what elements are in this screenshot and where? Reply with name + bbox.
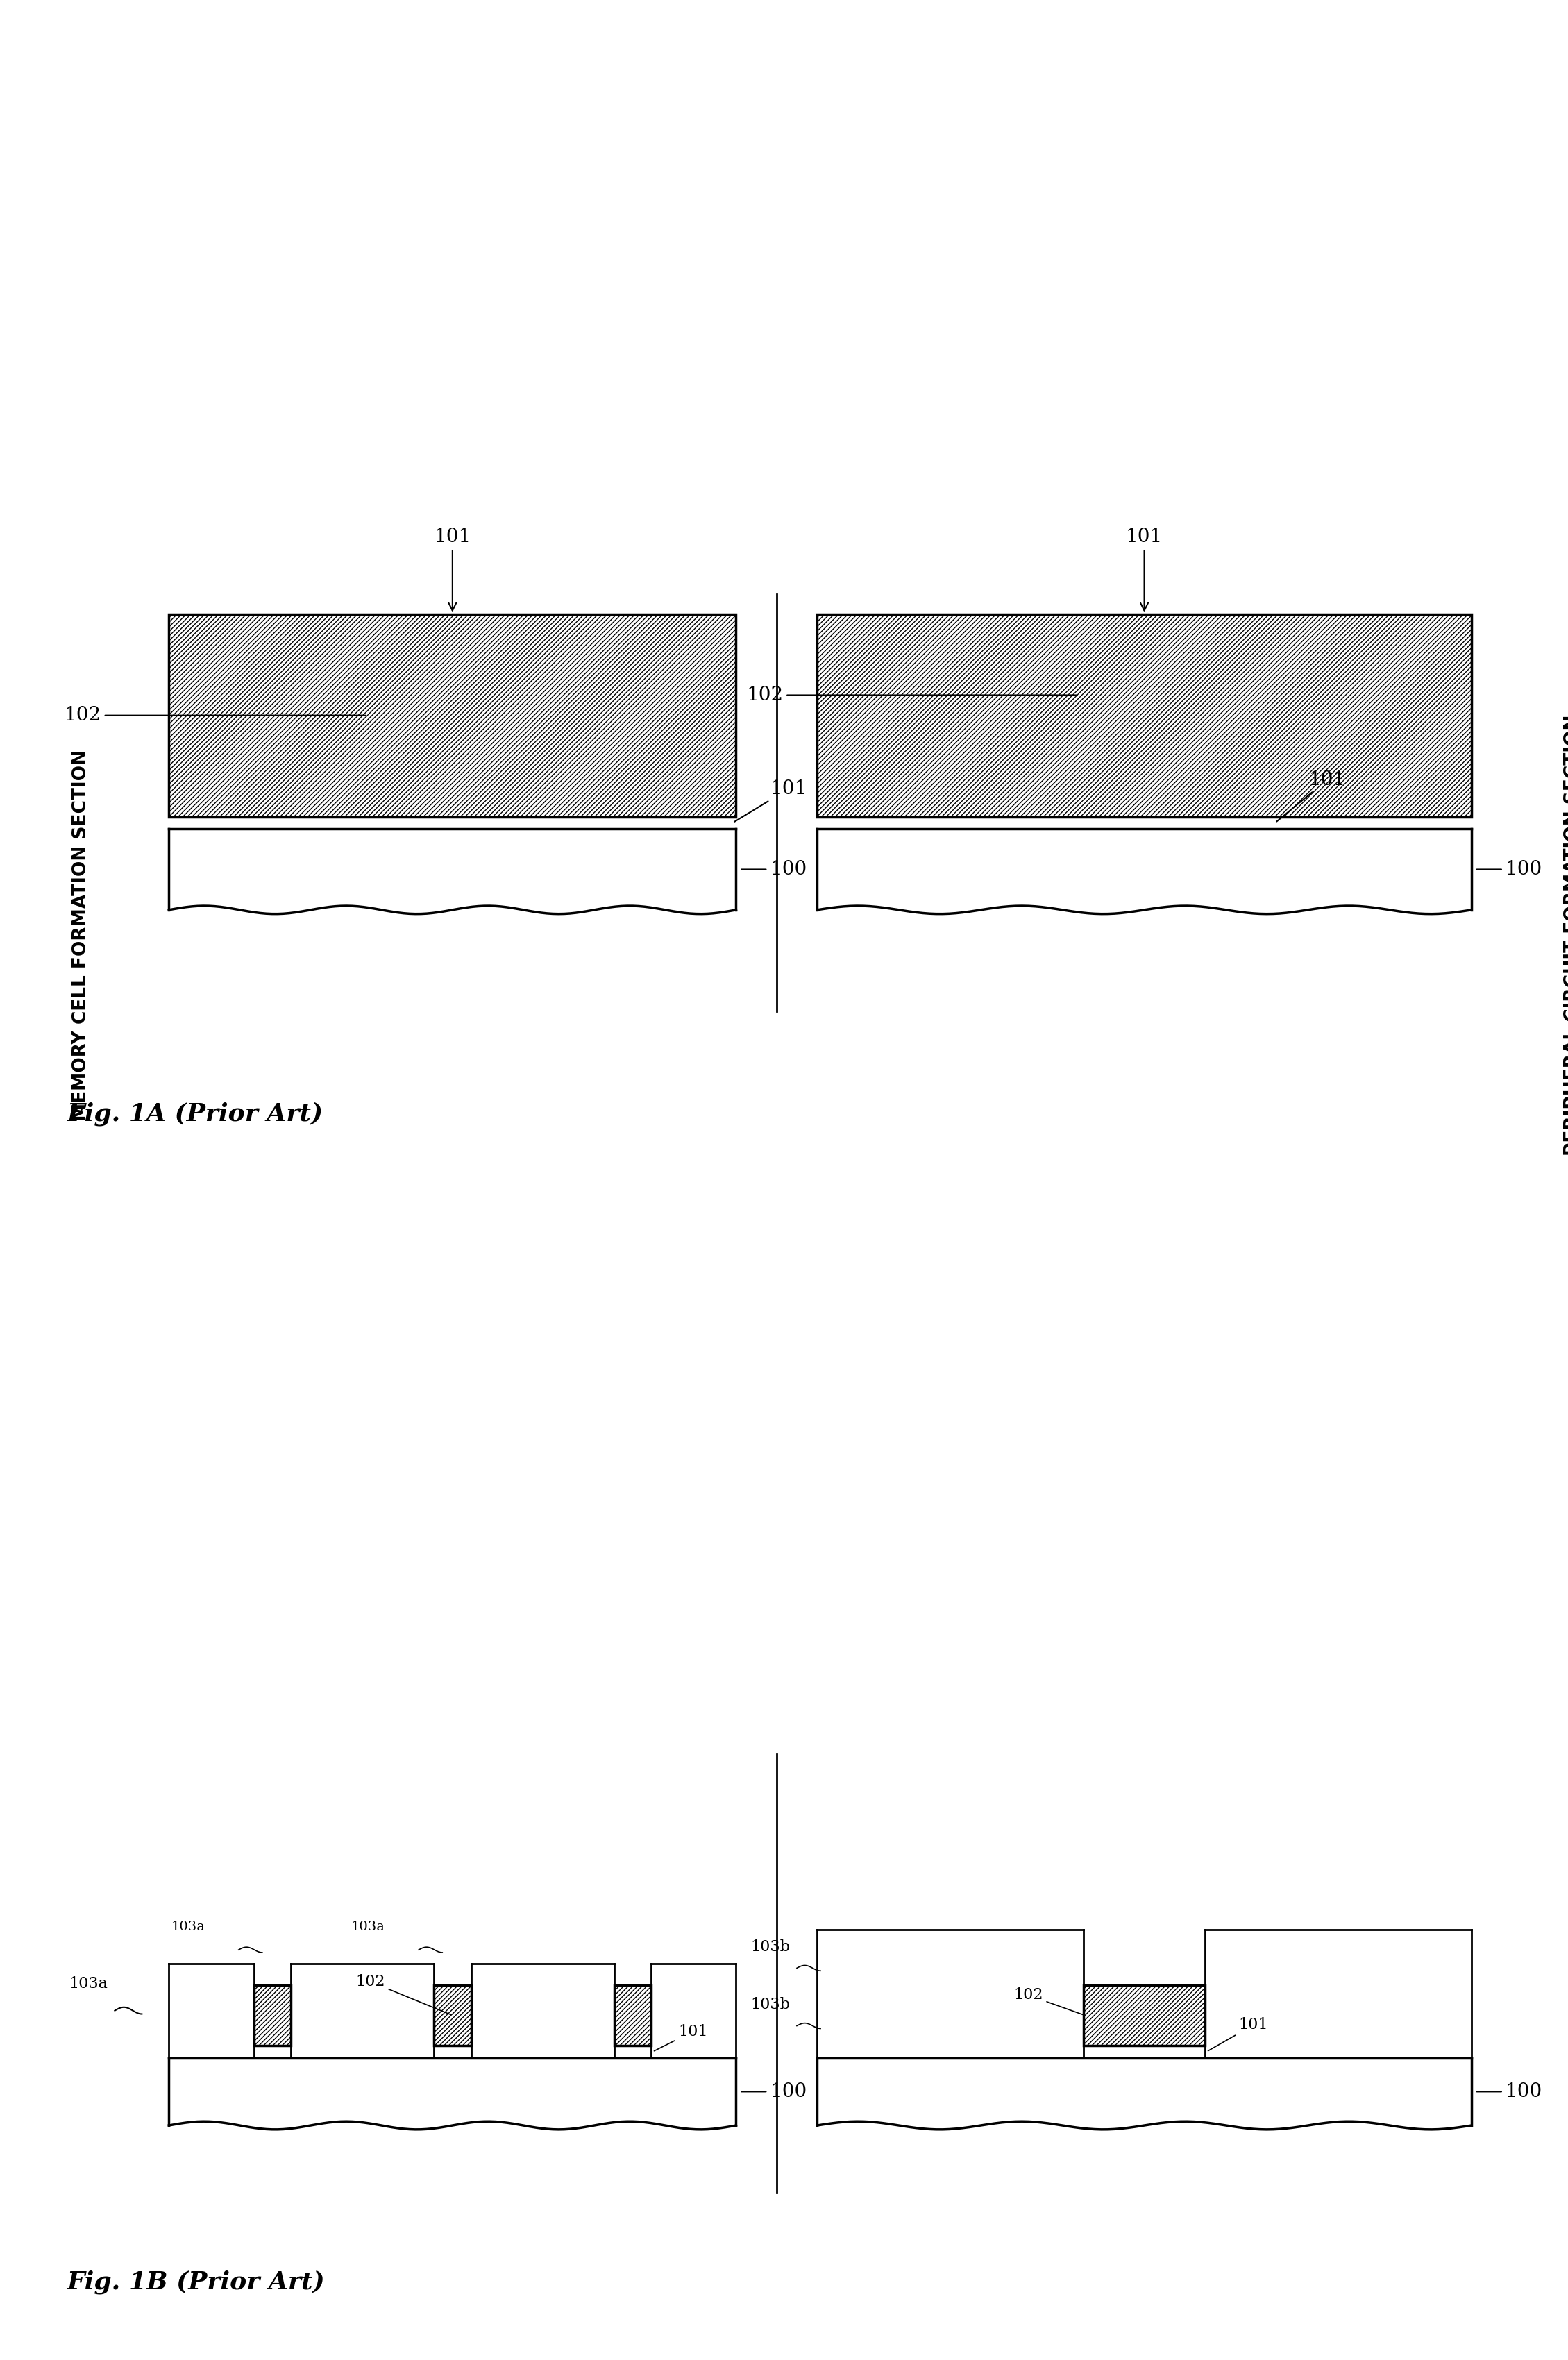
- Text: 100: 100: [742, 2082, 808, 2100]
- Bar: [1083, 1985, 1206, 2046]
- Text: 101: 101: [434, 529, 470, 611]
- Text: 100: 100: [1477, 859, 1543, 878]
- Bar: [254, 1985, 292, 2046]
- Text: 103a: 103a: [351, 1921, 384, 1933]
- Bar: [434, 1985, 470, 2046]
- Text: 103a: 103a: [171, 1921, 205, 1933]
- Text: 102: 102: [64, 706, 365, 725]
- Text: 101: 101: [734, 779, 808, 821]
- Bar: [817, 614, 1471, 817]
- Text: Fig. 1A (Prior Art): Fig. 1A (Prior Art): [67, 1102, 325, 1126]
- Text: 103b: 103b: [751, 1997, 790, 2013]
- Text: Fig. 1B (Prior Art): Fig. 1B (Prior Art): [67, 2270, 326, 2294]
- Text: 100: 100: [742, 859, 808, 878]
- Text: MEMORY CELL FORMATION SECTION: MEMORY CELL FORMATION SECTION: [72, 750, 89, 1121]
- Text: 100: 100: [1477, 2082, 1543, 2100]
- Text: 103b: 103b: [751, 1940, 790, 1954]
- Text: 102: 102: [746, 687, 1077, 706]
- Bar: [615, 1985, 651, 2046]
- Bar: [169, 614, 735, 817]
- Text: 102: 102: [1013, 1987, 1083, 2015]
- Text: PERIPHERAL CIRCUIT FORMATION SECTION: PERIPHERAL CIRCUIT FORMATION SECTION: [1563, 715, 1568, 1156]
- Text: 102: 102: [356, 1973, 450, 2015]
- Text: 101: 101: [1276, 769, 1345, 821]
- Text: 101: 101: [1207, 2018, 1269, 2051]
- Text: 103a: 103a: [69, 1975, 108, 1992]
- Text: 101: 101: [1126, 529, 1163, 611]
- Text: 101: 101: [654, 2025, 707, 2051]
